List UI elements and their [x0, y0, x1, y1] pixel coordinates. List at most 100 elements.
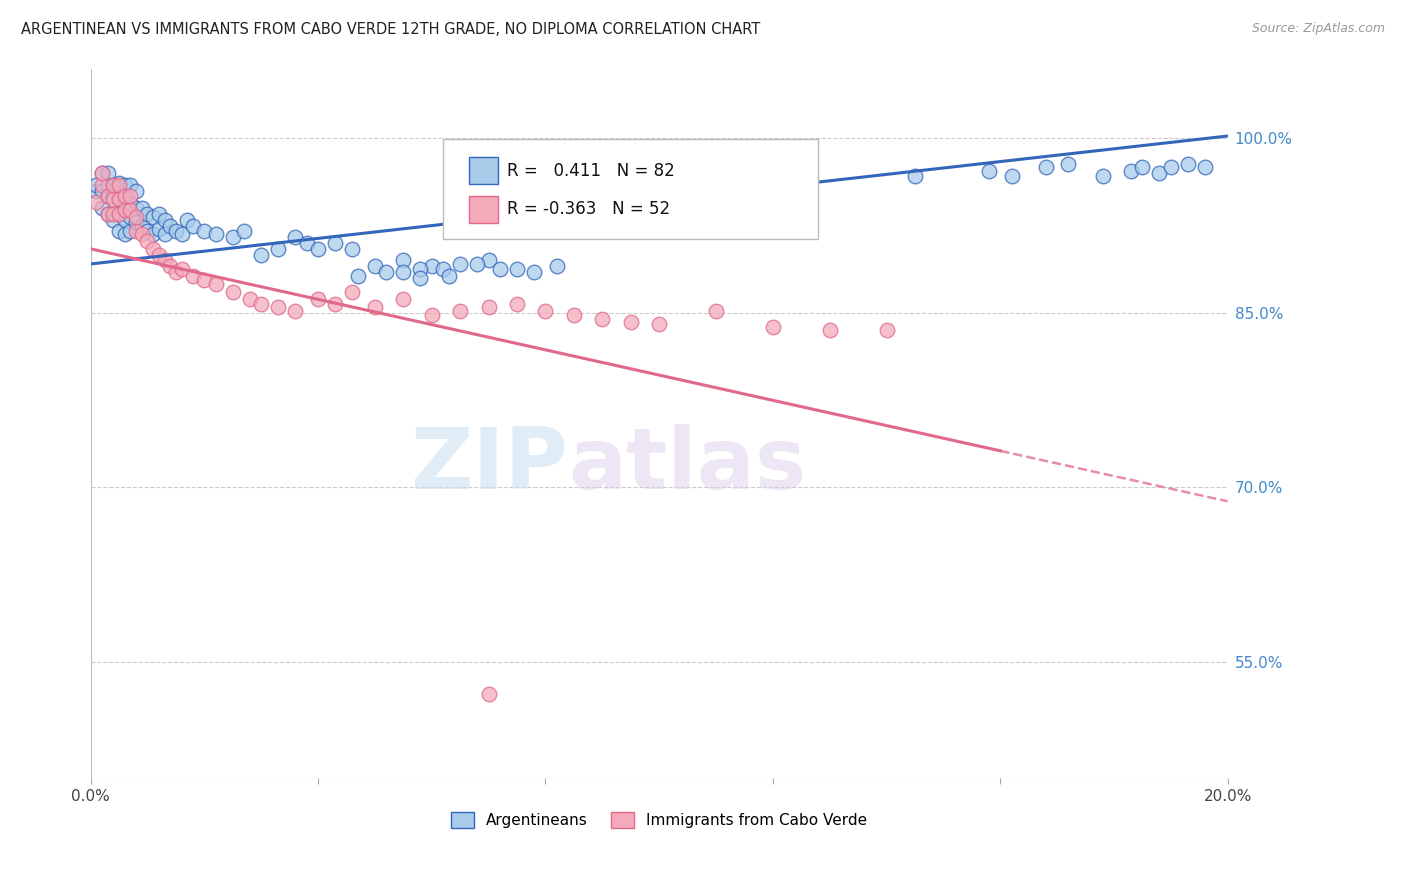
- Point: [114, 203, 136, 218]
- Point: [323, 235, 346, 250]
- Point: [506, 296, 529, 310]
- Point: [620, 315, 643, 329]
- Point: [1057, 157, 1080, 171]
- Point: [977, 164, 1000, 178]
- Point: [103, 189, 125, 203]
- Point: [97, 207, 120, 221]
- Point: [108, 192, 131, 206]
- Text: ARGENTINEAN VS IMMIGRANTS FROM CABO VERDE 12TH GRADE, NO DIPLOMA CORRELATION CHA: ARGENTINEAN VS IMMIGRANTS FROM CABO VERD…: [21, 22, 761, 37]
- Point: [103, 207, 125, 221]
- Point: [1130, 161, 1153, 175]
- Point: [165, 265, 187, 279]
- Point: [204, 227, 226, 241]
- Point: [1000, 169, 1022, 183]
- Point: [591, 311, 613, 326]
- Point: [148, 222, 170, 236]
- Point: [97, 178, 120, 192]
- Point: [170, 261, 193, 276]
- Point: [120, 203, 142, 218]
- Point: [114, 212, 136, 227]
- Point: [136, 207, 159, 221]
- Point: [449, 303, 471, 318]
- Point: [120, 224, 142, 238]
- Bar: [470, 157, 498, 185]
- Point: [346, 268, 368, 283]
- Point: [1091, 169, 1114, 183]
- Point: [704, 303, 727, 318]
- Point: [762, 319, 785, 334]
- Point: [153, 253, 176, 268]
- Point: [904, 169, 927, 183]
- Point: [120, 195, 142, 210]
- Point: [250, 248, 273, 262]
- Point: [97, 166, 120, 180]
- Point: [392, 265, 415, 279]
- Point: [489, 261, 512, 276]
- Point: [114, 195, 136, 210]
- Point: [307, 292, 329, 306]
- Point: [176, 212, 198, 227]
- Point: [131, 227, 153, 241]
- Point: [204, 277, 226, 291]
- Point: [1160, 161, 1182, 175]
- Point: [250, 296, 273, 310]
- Point: [120, 189, 142, 203]
- Point: [91, 184, 114, 198]
- Point: [392, 253, 415, 268]
- Point: [284, 230, 307, 244]
- Point: [648, 318, 671, 332]
- Point: [193, 273, 215, 287]
- Point: [91, 166, 114, 180]
- Point: [477, 688, 499, 702]
- Point: [420, 308, 443, 322]
- Point: [267, 242, 290, 256]
- Legend: Argentineans, Immigrants from Cabo Verde: Argentineans, Immigrants from Cabo Verde: [444, 806, 873, 834]
- Point: [437, 268, 460, 283]
- Point: [307, 242, 329, 256]
- Point: [159, 260, 181, 274]
- Point: [465, 257, 488, 271]
- Point: [409, 261, 432, 276]
- Point: [153, 212, 176, 227]
- Point: [84, 195, 107, 210]
- Point: [340, 285, 363, 299]
- Point: [108, 207, 131, 221]
- Point: [125, 184, 148, 198]
- Point: [295, 235, 318, 250]
- Point: [125, 201, 148, 215]
- Point: [114, 189, 136, 203]
- Point: [120, 211, 142, 225]
- Point: [420, 260, 443, 274]
- Point: [148, 248, 170, 262]
- Point: [340, 242, 363, 256]
- Point: [818, 323, 841, 337]
- Point: [91, 178, 114, 192]
- Text: R = -0.363   N = 52: R = -0.363 N = 52: [506, 201, 669, 219]
- Point: [449, 257, 471, 271]
- Point: [120, 178, 142, 192]
- Point: [125, 211, 148, 225]
- Point: [142, 227, 165, 241]
- Point: [136, 224, 159, 238]
- Point: [114, 178, 136, 192]
- Point: [222, 285, 245, 299]
- Point: [523, 265, 546, 279]
- Text: atlas: atlas: [568, 425, 807, 508]
- Point: [103, 178, 125, 192]
- Point: [364, 300, 387, 314]
- Point: [108, 192, 131, 206]
- FancyBboxPatch shape: [443, 139, 818, 239]
- Point: [1149, 166, 1171, 180]
- Point: [233, 224, 256, 238]
- Point: [97, 207, 120, 221]
- Point: [876, 323, 898, 337]
- Point: [181, 219, 204, 233]
- Point: [136, 234, 159, 248]
- Point: [409, 271, 432, 285]
- Point: [103, 178, 125, 192]
- Point: [97, 189, 120, 203]
- Point: [142, 211, 165, 225]
- Point: [91, 201, 114, 215]
- Point: [148, 207, 170, 221]
- Point: [506, 261, 529, 276]
